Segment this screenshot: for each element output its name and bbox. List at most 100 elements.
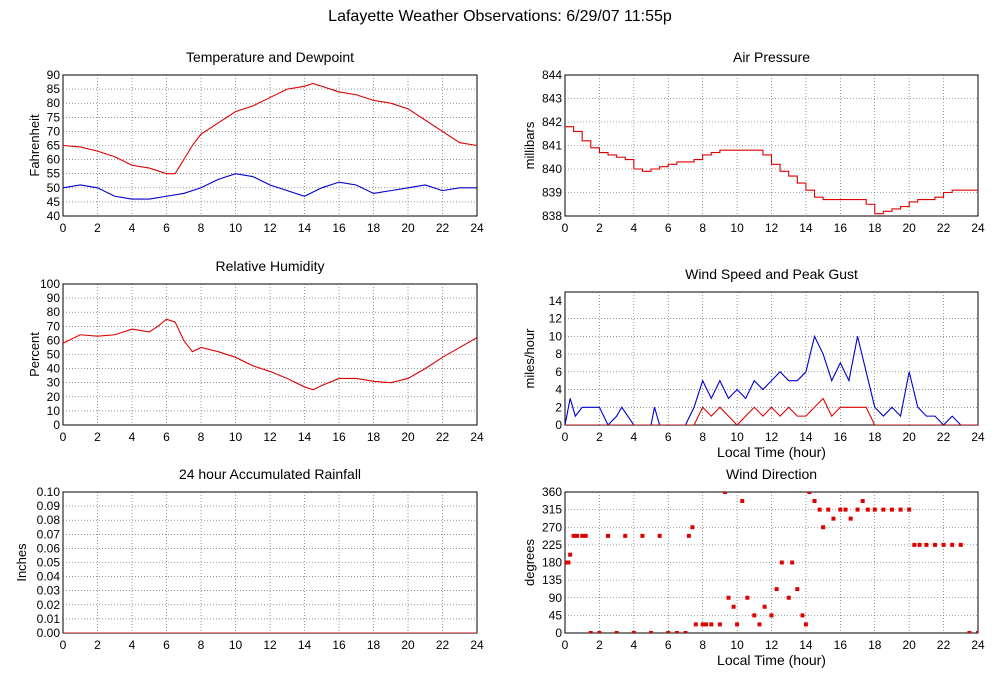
scatter-point	[889, 507, 894, 512]
scatter-point	[779, 560, 784, 565]
scatter-point	[821, 525, 826, 530]
y-tick-label: 10	[549, 329, 563, 343]
x-tick-label: 4	[129, 430, 136, 444]
scatter-point	[976, 631, 978, 633]
x-tick-label: 18	[868, 430, 882, 444]
x-tick-label: 0	[562, 430, 569, 444]
y-tick-label: 85	[47, 82, 61, 96]
y-tick-label: 65	[47, 139, 61, 153]
scatter-point	[571, 533, 576, 538]
x-tick-label: 14	[298, 638, 312, 652]
y-tick-label: 55	[47, 167, 61, 181]
y-axis-label: Percent	[27, 332, 42, 377]
x-tick-label: 0	[60, 638, 67, 652]
x-tick-label: 8	[699, 638, 706, 652]
y-tick-label: 70	[47, 124, 61, 138]
y-tick-label: 6	[555, 365, 562, 379]
x-tick-label: 2	[94, 638, 101, 652]
scatter-point	[588, 631, 593, 633]
scatter-point	[812, 499, 817, 504]
x-tick-label: 24	[971, 430, 985, 444]
scatter-point	[740, 499, 745, 504]
y-tick-label: 0.05	[37, 556, 61, 570]
scatter-point	[855, 507, 860, 512]
y-tick-label: 14	[549, 294, 563, 308]
scatter-point	[843, 507, 848, 512]
y-tick-label: 225	[542, 538, 562, 552]
y-tick-label: 45	[549, 608, 563, 622]
scatter-point	[649, 631, 654, 633]
x-tick-label: 10	[229, 430, 243, 444]
x-tick-label: 4	[630, 430, 637, 444]
scatter-point	[666, 631, 671, 633]
scatter-point	[709, 622, 714, 627]
scatter-point	[565, 560, 567, 565]
scatter-point	[568, 552, 573, 557]
x-tick-label: 18	[367, 638, 381, 652]
x-tick-label: 6	[163, 430, 170, 444]
scatter-point	[717, 622, 722, 627]
scatter-point	[795, 587, 800, 592]
chart-title: Wind Speed and Peak Gust	[685, 266, 858, 282]
scatter-point	[967, 631, 972, 633]
scatter-point	[614, 631, 619, 633]
y-axis-label: Inches	[14, 543, 29, 582]
scatter-point	[941, 542, 946, 547]
x-tick-label: 14	[298, 430, 312, 444]
x-tick-label: 14	[298, 221, 312, 235]
scatter-point	[752, 613, 757, 618]
x-tick-label: 0	[60, 430, 67, 444]
scatter-point	[924, 542, 929, 547]
y-tick-label: 839	[542, 186, 562, 200]
x-tick-label: 16	[834, 221, 848, 235]
y-tick-label: 270	[542, 520, 562, 534]
scatter-point	[838, 507, 843, 512]
y-tick-label: 80	[47, 96, 61, 110]
y-tick-label: 40	[47, 209, 61, 223]
y-tick-label: 45	[47, 195, 61, 209]
x-tick-label: 10	[730, 638, 744, 652]
x-tick-label: 20	[902, 221, 916, 235]
scatter-point	[657, 533, 662, 538]
y-tick-label: 840	[542, 162, 562, 176]
x-tick-label: 12	[765, 221, 779, 235]
x-tick-label: 8	[198, 638, 205, 652]
x-tick-label: 0	[562, 221, 569, 235]
y-axis-label: Fahrenheit	[27, 114, 42, 177]
y-tick-label: 90	[47, 291, 61, 305]
scatter-point	[881, 507, 886, 512]
x-tick-label: 16	[834, 638, 848, 652]
y-tick-label: 180	[542, 556, 562, 570]
scatter-point	[865, 507, 870, 512]
scatter-point	[831, 516, 836, 521]
chart-direction: 0 2 4 6 8 10 12 14 16 18 20 22 240459013518022527031…	[522, 466, 985, 668]
x-tick-label: 18	[367, 221, 381, 235]
y-tick-label: 12	[549, 312, 563, 326]
y-tick-label: 0.10	[37, 485, 61, 499]
x-tick-label: 2	[596, 430, 603, 444]
x-tick-label: 22	[937, 430, 951, 444]
scatter-point	[860, 499, 865, 504]
scatter-point	[917, 542, 922, 547]
page-title: Lafayette Weather Observations: 6/29/07 …	[328, 8, 672, 25]
x-tick-label: 12	[765, 638, 779, 652]
y-tick-label: 10	[47, 404, 61, 418]
chart-title: Temperature and Dewpoint	[186, 49, 354, 65]
y-tick-label: 0.09	[37, 499, 61, 513]
y-tick-label: 0.08	[37, 513, 61, 527]
y-tick-label: 0.06	[37, 541, 61, 555]
x-tick-label: 2	[94, 221, 101, 235]
series-line-blue	[63, 173, 477, 200]
scatter-point	[597, 631, 602, 633]
y-tick-label: 75	[47, 110, 61, 124]
x-tick-label: 12	[263, 638, 277, 652]
scatter-point	[907, 507, 912, 512]
x-tick-label: 22	[436, 221, 450, 235]
x-tick-label: 14	[799, 221, 813, 235]
scatter-point	[769, 613, 774, 618]
y-tick-label: 135	[542, 573, 562, 587]
y-tick-label: 0.02	[37, 598, 61, 612]
x-tick-label: 14	[799, 638, 813, 652]
series-line-red	[63, 82, 477, 175]
